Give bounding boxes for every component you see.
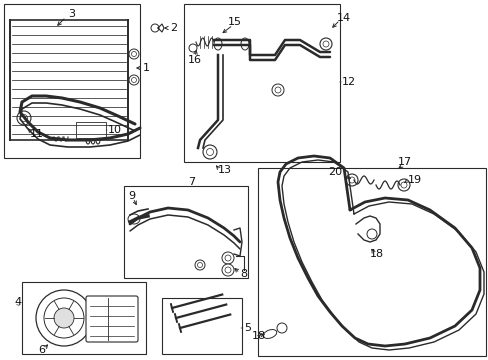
Bar [183, 4, 339, 162]
Circle shape [54, 308, 74, 328]
Circle shape [400, 182, 406, 188]
Text: 12: 12 [341, 77, 355, 87]
FancyBboxPatch shape [86, 296, 138, 342]
Text: 11: 11 [30, 129, 44, 139]
Circle shape [224, 267, 230, 273]
Ellipse shape [128, 214, 140, 224]
Circle shape [195, 260, 204, 270]
Circle shape [323, 41, 328, 47]
Bar [22, 282, 146, 354]
Circle shape [319, 38, 331, 50]
Circle shape [203, 145, 217, 159]
Text: 2: 2 [170, 23, 177, 33]
Text: 18: 18 [251, 331, 265, 341]
Circle shape [276, 323, 286, 333]
Text: 5: 5 [244, 323, 250, 333]
Text: 10: 10 [108, 125, 122, 135]
Circle shape [36, 290, 92, 346]
Circle shape [197, 262, 202, 267]
Circle shape [222, 252, 234, 264]
Circle shape [20, 114, 27, 122]
Text: 15: 15 [227, 17, 242, 27]
Circle shape [131, 51, 136, 57]
Ellipse shape [263, 329, 276, 338]
Circle shape [206, 148, 213, 156]
Circle shape [271, 84, 284, 96]
Ellipse shape [214, 38, 222, 50]
Text: 18: 18 [369, 249, 384, 259]
Bar [124, 186, 247, 278]
Text: 13: 13 [218, 165, 231, 175]
Text: 16: 16 [187, 55, 202, 65]
Circle shape [129, 49, 139, 59]
Text: 1: 1 [142, 63, 150, 73]
Circle shape [151, 24, 159, 32]
Bar [76, 122, 106, 138]
Text: 8: 8 [240, 269, 246, 279]
Circle shape [189, 44, 197, 52]
Circle shape [348, 177, 354, 183]
Bar [4, 4, 140, 158]
Circle shape [274, 87, 281, 93]
Bar [258, 168, 485, 356]
Text: 20: 20 [327, 167, 342, 177]
Text: 4: 4 [14, 297, 21, 307]
Ellipse shape [241, 38, 248, 50]
Bar [162, 298, 242, 354]
Text: 6: 6 [38, 345, 45, 355]
Circle shape [44, 298, 84, 338]
Circle shape [222, 264, 234, 276]
Circle shape [129, 75, 139, 85]
Text: 3: 3 [68, 9, 75, 19]
Circle shape [366, 229, 376, 239]
Circle shape [397, 179, 409, 191]
Text: 19: 19 [407, 175, 421, 185]
Text: 9: 9 [128, 191, 135, 201]
Text: 14: 14 [336, 13, 350, 23]
Circle shape [346, 174, 357, 186]
Circle shape [131, 77, 136, 82]
Circle shape [17, 111, 31, 125]
Text: 17: 17 [397, 157, 411, 167]
Circle shape [224, 255, 230, 261]
Text: 7: 7 [187, 177, 195, 187]
